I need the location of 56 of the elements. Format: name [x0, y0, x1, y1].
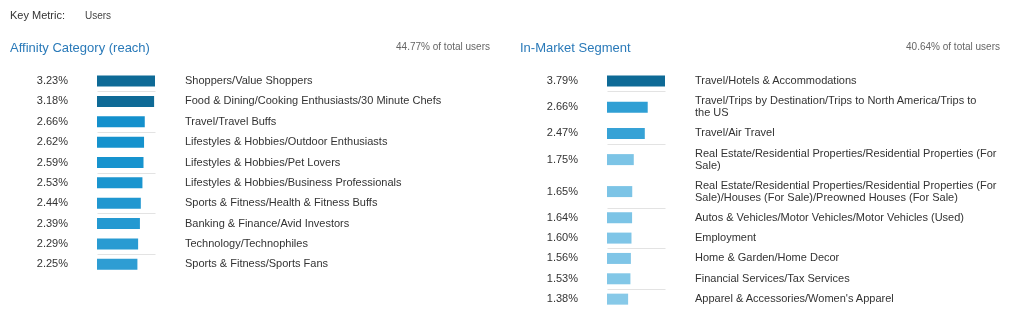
category-label: Travel/Travel Buffs: [185, 114, 277, 127]
data-label: 2.25%: [36, 257, 69, 270]
data-label: 1.75%: [546, 152, 579, 165]
data-label: 3.18%: [36, 94, 69, 107]
chart-title: In-Market Segment: [520, 40, 631, 55]
category-label: Apparel & Accessories/Women's Apparel: [695, 292, 894, 305]
category-label: Lifestyles & Hobbies/Pet Lovers: [185, 155, 341, 168]
category-label: Home & Garden/Home Decor: [695, 251, 840, 264]
data-label: 1.38%: [546, 292, 579, 305]
data-label: 2.66%: [546, 100, 579, 113]
category-label: Food & Dining/Cooking Enthusiasts/30 Minute Chefs: [185, 94, 442, 107]
category-label: Sports & Fitness/Health & Fitness Buffs: [185, 196, 378, 209]
data-label: 2.59%: [36, 155, 69, 168]
bar: [97, 157, 144, 169]
data-label: 2.66%: [36, 114, 69, 127]
data-label: 3.79%: [546, 74, 579, 87]
data-label: 2.53%: [36, 175, 69, 188]
bar: [97, 177, 143, 189]
data-label: 1.64%: [546, 210, 579, 223]
category-label: Lifestyles & Hobbies/Outdoor Enthusiasts: [185, 135, 388, 148]
data-label: 1.56%: [546, 251, 579, 264]
bar: [97, 75, 155, 87]
category-label: Sports & Fitness/Sports Fans: [185, 257, 329, 270]
category-label: Autos & Vehicles/Motor Vehicles/Motor Vehicles (Used): [695, 210, 965, 223]
category-label: Shoppers/Value Shoppers: [185, 74, 313, 87]
data-label: 2.29%: [36, 236, 69, 249]
data-label: 2.44%: [36, 196, 69, 209]
bar: [97, 238, 139, 250]
bar: [97, 95, 155, 107]
bar: [97, 218, 140, 230]
category-label: Banking & Finance/Avid Investors: [185, 216, 350, 229]
data-label: 3.23%: [36, 74, 69, 87]
category-label: Real Estate/Residential Properties/Residential Properties (For Sale): [695, 146, 997, 171]
data-label: 2.39%: [36, 216, 69, 229]
category-label: Employment: [695, 231, 757, 244]
category-label: Financial Services/Tax Services: [695, 271, 850, 284]
data-label: 1.53%: [546, 271, 579, 284]
text: 40.64% of total users: [906, 41, 1000, 52]
data-label: 1.60%: [546, 231, 579, 244]
text: Key Metric:: [10, 9, 66, 21]
category-label: Travel/Trips by Destination/Trips to North America/Trips to the US: [695, 94, 977, 119]
chart-title: Affinity Category (reach): [10, 40, 150, 55]
category-label: Technology/Technophiles: [185, 236, 308, 249]
data-label: 2.47%: [546, 126, 579, 139]
bar: [97, 136, 145, 148]
bar: [97, 258, 138, 270]
text: Users: [85, 10, 112, 21]
category-label: Travel/Air Travel: [695, 126, 775, 139]
bar: [97, 197, 141, 209]
category-label: Real Estate/Residential Properties/Residential Properties (For Sale)/Houses (For Sale)/Preowned Houses (For Sale): [695, 178, 997, 203]
data-label: 1.65%: [546, 184, 579, 197]
category-label: Travel/Hotels & Accommodations: [695, 74, 857, 87]
category-label: Lifestyles & Hobbies/Business Professionals: [185, 175, 402, 188]
text: 44.77% of total users: [396, 41, 490, 52]
data-label: 2.62%: [36, 135, 69, 148]
bar: [97, 116, 145, 128]
